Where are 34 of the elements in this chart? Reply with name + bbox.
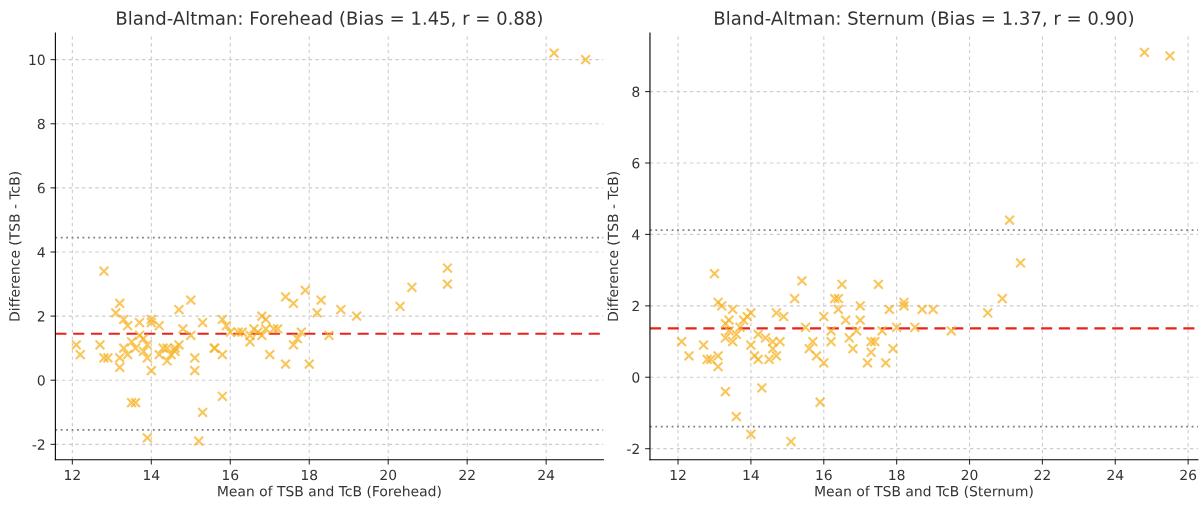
x-tick-label: 12 [670,469,686,481]
x-tick-label: 12 [65,469,80,481]
chart-title: Bland-Altman: Sternum (Bias = 1.37, r = 0.90) [715,10,1134,28]
y-tick-label: -2 [627,443,639,454]
y-tick-label: 6 [632,157,640,169]
x-axis-title: Mean of TSB and TcB (Forehead) [218,485,441,499]
x-axis-title: Mean of TSB and TcB (Sternum) [815,485,1033,499]
y-tick-label: 10 [29,54,45,66]
x-tick-label: 20 [961,469,978,481]
x-tick-label: 16 [222,469,239,481]
x-tick-label: 14 [743,469,759,481]
y-tick-label: 0 [37,375,45,386]
y-tick-label: -2 [32,439,45,450]
y-tick-label: 6 [37,182,45,194]
y-tick-label: 8 [37,118,45,130]
x-tick-label: 24 [538,469,555,481]
y-tick-label: 0 [632,372,640,383]
x-tick-label: 18 [889,469,905,481]
x-tick-label: 26 [1180,469,1197,481]
x-tick-label: 18 [301,469,318,481]
y-tick-label: 4 [632,229,640,240]
y-tick-label: 4 [37,247,45,258]
x-tick-label: 22 [459,469,475,481]
y-tick-label: 2 [632,300,639,312]
x-tick-label: 24 [1107,469,1124,481]
chart-title: Bland-Altman: Forehead (Bias = 1.45, r = 0.88) [117,10,542,28]
y-axis-title: Difference (TSB - TcB) [8,172,22,321]
y-tick-label: 2 [37,311,45,322]
y-axis-title: Difference (TSB - TcB) [607,172,620,321]
x-tick-label: 20 [380,469,397,481]
x-tick-label: 16 [816,469,832,481]
y-tick-label: 8 [632,86,640,98]
x-tick-label: 14 [144,469,160,481]
x-tick-label: 22 [1034,469,1050,481]
